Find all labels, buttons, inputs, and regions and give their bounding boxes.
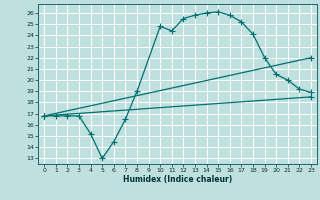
X-axis label: Humidex (Indice chaleur): Humidex (Indice chaleur): [123, 175, 232, 184]
